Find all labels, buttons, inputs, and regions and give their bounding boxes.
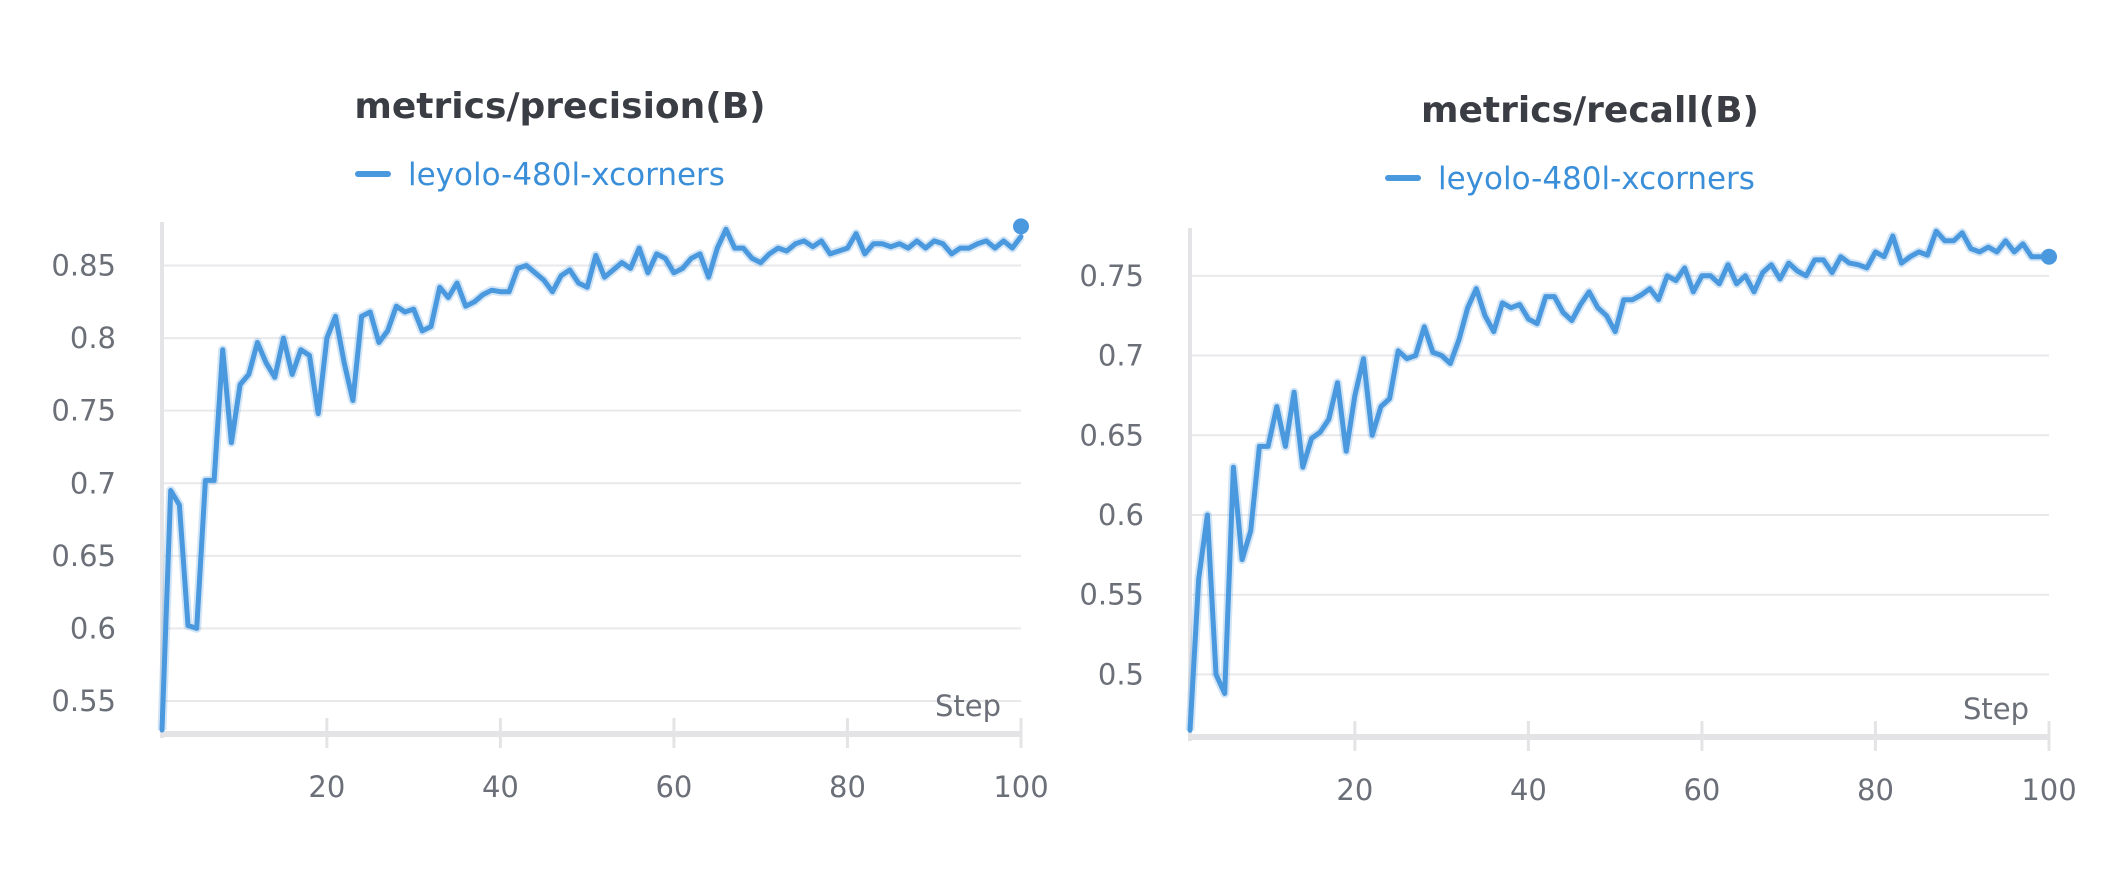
y-tick-label: 0.85 — [51, 249, 116, 283]
x-tick-label: 100 — [993, 770, 1048, 804]
x-tick-label: 80 — [829, 770, 866, 804]
chart-title: metrics/recall(B) — [1421, 90, 1759, 131]
series-band — [157, 224, 1025, 731]
legend-label: leyolo-480l-xcorners — [408, 157, 725, 193]
x-tick-label: 80 — [1857, 773, 1894, 807]
last-point-marker — [1013, 218, 1029, 235]
x-tick-label: 60 — [1683, 773, 1720, 807]
y-tick-label: 0.8 — [70, 321, 116, 355]
y-tick-label: 0.65 — [1079, 418, 1144, 452]
legend-label: leyolo-480l-xcorners — [1438, 161, 1755, 197]
y-tick-label: 0.65 — [51, 539, 116, 573]
recall-chart-svg: 0.5 0.55 0.6 0.65 0.7 0.75 20 40 60 80 100 Step metr… — [1079, 90, 2076, 807]
y-tick-label: 0.6 — [70, 611, 116, 645]
y-tick-label: 0.75 — [51, 394, 116, 428]
x-tick-label: 20 — [1336, 773, 1373, 807]
series-line — [1187, 228, 2052, 733]
y-tick-label: 0.7 — [70, 466, 116, 500]
chart-title: metrics/precision(B) — [354, 86, 765, 127]
y-tick-label: 0.75 — [1079, 259, 1144, 293]
last-point-marker — [2041, 248, 2057, 265]
y-tick-label: 0.55 — [1079, 578, 1144, 612]
x-tick-label: 100 — [2021, 773, 2076, 807]
x-tick-label: 40 — [482, 770, 519, 804]
chart-recall: 0.5 0.55 0.6 0.65 0.7 0.75 20 40 60 80 100 Step metr… — [1056, 0, 2112, 891]
y-tick-label: 0.6 — [1098, 498, 1144, 532]
x-tick-label: 60 — [655, 770, 692, 804]
x-axis-label: Step — [935, 689, 1001, 723]
precision-chart-svg: 0.55 0.6 0.65 0.7 0.75 0.8 0.85 20 40 60 80 100 Step… — [51, 86, 1048, 804]
y-tick-label: 0.5 — [1098, 657, 1144, 691]
y-tick-label: 0.55 — [51, 684, 116, 718]
series-line — [159, 226, 1024, 733]
chart-precision: 0.55 0.6 0.65 0.7 0.75 0.8 0.85 20 40 60 80 100 Step… — [51, 86, 1048, 804]
x-axis-label: Step — [1963, 692, 2029, 726]
y-tick-label: 0.7 — [1098, 339, 1144, 373]
x-tick-label: 20 — [308, 770, 345, 804]
x-tick-label: 40 — [1510, 773, 1547, 807]
